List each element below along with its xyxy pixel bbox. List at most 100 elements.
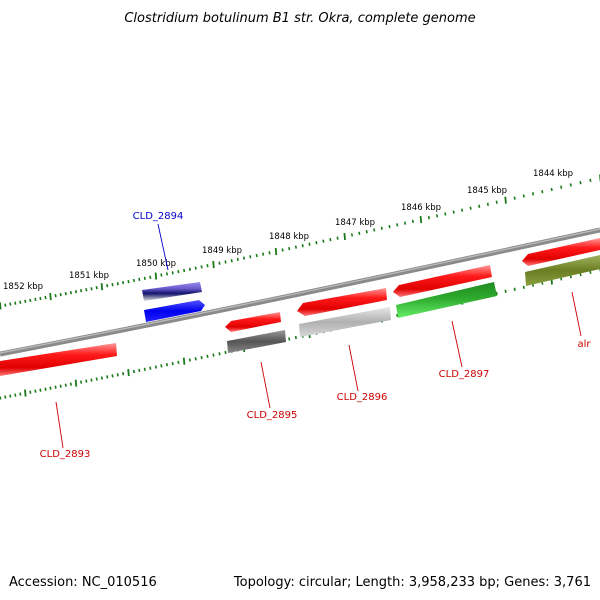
major-tick xyxy=(127,369,130,377)
minor-tick xyxy=(452,210,455,214)
minor-tick xyxy=(268,251,271,255)
minor-tick xyxy=(85,379,88,383)
kbp-label: 1845 kbp xyxy=(467,186,507,196)
minor-tick xyxy=(188,267,191,271)
major-tick xyxy=(504,196,507,204)
gene-cld-2893-red[interactable] xyxy=(0,343,117,376)
minor-tick xyxy=(200,355,203,360)
gene-label-cld-2897[interactable]: CLD_2897 xyxy=(439,369,490,380)
major-tick xyxy=(24,389,27,397)
major-tick xyxy=(49,293,52,301)
minor-tick xyxy=(288,337,291,341)
minor-tick xyxy=(388,224,391,229)
minor-tick xyxy=(14,393,17,397)
minor-tick xyxy=(138,277,141,282)
minor-tick xyxy=(206,354,209,358)
gene-label-alr[interactable]: alr xyxy=(577,339,591,350)
minor-tick xyxy=(127,279,130,284)
minor-tick xyxy=(380,226,383,230)
minor-tick xyxy=(194,266,197,270)
minor-tick xyxy=(29,390,32,394)
minor-tick xyxy=(100,376,103,380)
minor-tick xyxy=(560,185,563,189)
minor-tick xyxy=(522,285,525,289)
minor-tick xyxy=(116,373,119,377)
minor-tick xyxy=(373,228,376,232)
minor-tick xyxy=(69,382,72,386)
minor-tick xyxy=(132,278,135,283)
minor-tick xyxy=(336,236,339,240)
minor-tick xyxy=(149,275,152,279)
minor-tick xyxy=(106,284,109,288)
minor-tick xyxy=(138,368,141,373)
minor-tick xyxy=(230,259,233,263)
minor-tick xyxy=(4,303,7,307)
minor-tick xyxy=(294,245,297,249)
minor-tick xyxy=(29,298,32,303)
minor-tick xyxy=(569,183,572,187)
gene-label-cld-2894[interactable]: CLD_2894 xyxy=(133,211,184,222)
kbp-label: 1848 kbp xyxy=(269,232,309,242)
minor-tick xyxy=(0,396,2,400)
topology-text: Topology: circular; Length: 3,958,233 bp… xyxy=(233,575,591,590)
gene-alr-olive[interactable] xyxy=(525,255,600,286)
minor-tick xyxy=(59,384,62,388)
minor-tick xyxy=(4,395,7,399)
minor-tick xyxy=(513,196,516,200)
major-tick xyxy=(100,283,104,291)
gene-cld-2896-gray[interactable] xyxy=(299,307,391,337)
minor-tick xyxy=(444,212,447,216)
minor-tick xyxy=(132,369,135,374)
kbp-label: 1844 kbp xyxy=(533,169,573,179)
minor-tick xyxy=(24,299,27,303)
major-tick xyxy=(343,232,346,241)
minor-tick xyxy=(224,260,227,264)
gene-cld-2894-arrow[interactable] xyxy=(144,300,205,322)
minor-tick xyxy=(396,223,399,227)
major-tick xyxy=(419,216,423,224)
minor-tick xyxy=(579,181,582,185)
gene-label-cld-2893[interactable]: CLD_2893 xyxy=(40,449,91,460)
minor-tick xyxy=(249,255,252,259)
minor-tick xyxy=(154,365,157,369)
minor-tick xyxy=(64,383,67,387)
minor-tick xyxy=(294,335,297,340)
minor-tick xyxy=(243,256,246,260)
minor-tick xyxy=(111,283,114,287)
minor-tick xyxy=(218,352,221,356)
kbp-labels: 1852 kbp 1851 kbp 1850 kbp 1849 kbp 1848… xyxy=(3,169,573,292)
map-title: Clostridium botulinum B1 str. Okra, comp… xyxy=(124,11,475,26)
minor-tick xyxy=(39,296,42,301)
kbp-label: 1849 kbp xyxy=(202,246,242,256)
minor-tick xyxy=(589,270,592,274)
minor-tick xyxy=(461,208,464,212)
minor-tick xyxy=(95,286,98,290)
minor-tick xyxy=(34,297,37,302)
gene-cld-2897-green[interactable] xyxy=(396,282,497,318)
minor-tick xyxy=(469,206,472,210)
minor-tick xyxy=(288,246,291,251)
minor-tick xyxy=(111,374,114,378)
minor-tick xyxy=(550,187,553,192)
minor-tick xyxy=(90,287,93,291)
gene-alr-red[interactable] xyxy=(522,238,600,266)
gene-cld-2894-forward[interactable] xyxy=(142,282,202,301)
gene-cld-2895-red[interactable] xyxy=(225,312,281,332)
minor-tick xyxy=(308,242,311,246)
gene-label-cld-2896[interactable]: CLD_2896 xyxy=(337,392,388,403)
minor-tick xyxy=(44,295,47,300)
minor-tick xyxy=(143,276,146,280)
minor-tick xyxy=(177,360,180,365)
kbp-label: 1852 kbp xyxy=(3,282,43,292)
gene-cld-2897-red[interactable] xyxy=(393,265,492,297)
minor-tick xyxy=(171,361,174,366)
minor-tick xyxy=(589,178,592,183)
gene-cld-2895-gray[interactable] xyxy=(227,330,286,353)
minor-tick xyxy=(183,268,186,273)
minor-tick xyxy=(194,357,197,361)
gene-cld-2896-red[interactable] xyxy=(297,288,387,316)
gene-label-cld-2895[interactable]: CLD_2895 xyxy=(247,410,298,421)
minor-tick xyxy=(236,257,239,262)
minor-tick xyxy=(74,290,78,294)
minor-tick xyxy=(54,293,57,298)
